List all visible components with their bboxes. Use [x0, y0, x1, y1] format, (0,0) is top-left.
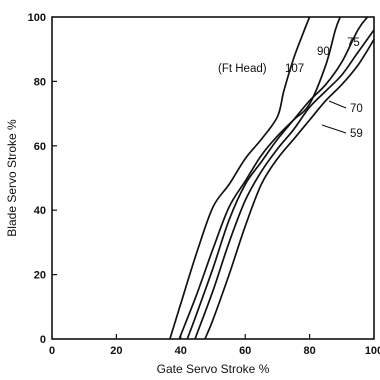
plot-frame [51, 16, 375, 340]
x-tick-label: 20 [110, 345, 122, 357]
y-tick-label: 80 [34, 76, 46, 88]
y-tick-label: 20 [34, 270, 46, 282]
x-tick-label: 80 [303, 345, 315, 357]
y-tick-label: 40 [34, 205, 46, 217]
curve-107 [169, 16, 311, 340]
y-tick-label: 60 [34, 141, 46, 153]
curve-59 [204, 39, 375, 340]
curve-90 [178, 16, 341, 340]
curve-label-75: 75 [347, 37, 360, 49]
curve-label-90: 90 [317, 46, 330, 58]
curves [169, 16, 375, 340]
curve-75 [186, 16, 369, 340]
y-axis-label: Blade Servo Stroke % [5, 119, 19, 237]
x-tick-label: 100 [365, 345, 380, 357]
curve-label-107: 107 [285, 63, 304, 75]
curve-label-59: 59 [350, 128, 363, 140]
curve-70 [194, 29, 375, 340]
y-tick-label: 100 [28, 12, 46, 24]
x-axis-ticks: 0 20 40 60 80 100 [49, 334, 380, 357]
y-tick-label: 0 [40, 334, 46, 346]
leader-line-59 [321, 124, 347, 134]
x-tick-label: 60 [239, 345, 251, 357]
x-axis-label: Gate Servo Stroke % [157, 362, 270, 376]
x-tick-label: 40 [175, 345, 187, 357]
annotation-ft-head: (Ft Head) [218, 63, 267, 75]
y-axis-ticks: 0 20 40 60 80 100 [28, 12, 57, 346]
curve-labels: 107 90 75 70 59 [285, 37, 363, 140]
x-tick-label: 0 [49, 345, 55, 357]
curve-label-70: 70 [350, 103, 363, 115]
leader-line-70 [328, 100, 347, 109]
